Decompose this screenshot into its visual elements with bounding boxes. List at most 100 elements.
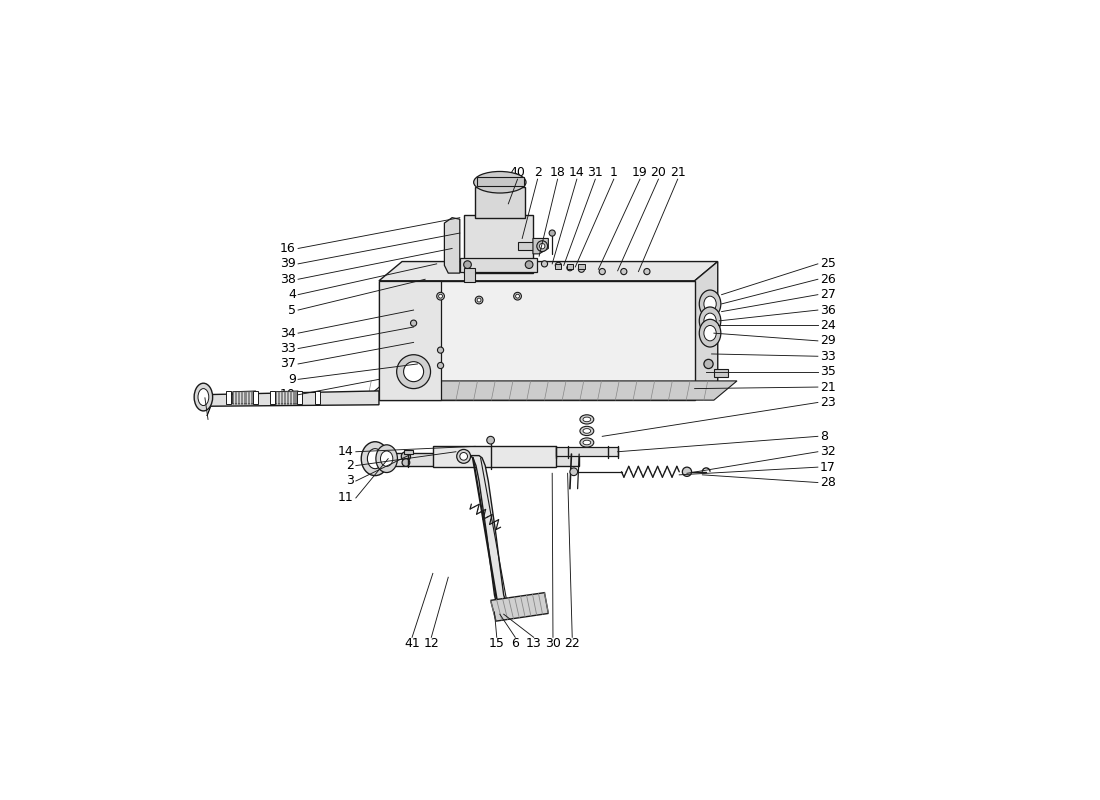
Bar — [579, 264, 584, 270]
Text: 19: 19 — [632, 166, 648, 179]
Ellipse shape — [583, 417, 591, 422]
Text: 32: 32 — [821, 446, 836, 458]
Text: 2: 2 — [345, 459, 353, 472]
Text: 4: 4 — [288, 288, 296, 301]
Circle shape — [541, 261, 548, 267]
Circle shape — [570, 468, 578, 476]
Text: 26: 26 — [821, 273, 836, 286]
Circle shape — [410, 320, 417, 326]
Ellipse shape — [580, 426, 594, 435]
Text: 25: 25 — [821, 258, 836, 270]
Circle shape — [515, 258, 520, 265]
Polygon shape — [695, 262, 717, 400]
Text: 5: 5 — [288, 303, 296, 317]
Text: 15: 15 — [488, 638, 505, 650]
Ellipse shape — [583, 429, 591, 434]
Ellipse shape — [704, 326, 716, 341]
Text: 40: 40 — [509, 166, 526, 179]
Text: 29: 29 — [821, 334, 836, 347]
Circle shape — [514, 292, 521, 300]
Polygon shape — [227, 391, 231, 404]
Circle shape — [549, 230, 556, 236]
Circle shape — [397, 354, 430, 389]
Circle shape — [526, 261, 534, 269]
Text: 1: 1 — [609, 166, 618, 179]
Bar — [714, 370, 728, 377]
Circle shape — [475, 296, 483, 304]
Bar — [460, 258, 537, 271]
Circle shape — [404, 362, 424, 382]
Polygon shape — [534, 238, 548, 254]
Text: 22: 22 — [564, 638, 580, 650]
Polygon shape — [233, 391, 255, 404]
Ellipse shape — [361, 442, 389, 476]
Text: 28: 28 — [821, 476, 836, 489]
Text: 9: 9 — [288, 373, 296, 386]
Text: 7: 7 — [204, 406, 212, 419]
Ellipse shape — [194, 383, 212, 411]
Text: 12: 12 — [424, 638, 439, 650]
Text: 2: 2 — [534, 166, 541, 179]
Ellipse shape — [700, 290, 720, 318]
Circle shape — [477, 298, 481, 302]
Polygon shape — [491, 593, 548, 621]
Text: 39: 39 — [280, 258, 296, 270]
Text: 14: 14 — [338, 446, 353, 458]
Text: 41: 41 — [404, 638, 420, 650]
Bar — [556, 264, 561, 270]
Polygon shape — [378, 281, 440, 400]
Circle shape — [460, 453, 467, 460]
Bar — [464, 269, 475, 282]
Bar — [476, 177, 524, 186]
Bar — [517, 242, 537, 250]
Circle shape — [402, 452, 410, 461]
Circle shape — [682, 467, 692, 476]
Bar — [404, 450, 412, 454]
Circle shape — [486, 436, 495, 444]
Circle shape — [539, 243, 544, 249]
Bar — [475, 187, 526, 218]
Text: 34: 34 — [280, 326, 296, 340]
Text: 20: 20 — [650, 166, 667, 179]
Bar — [433, 446, 557, 467]
Text: 6: 6 — [512, 638, 519, 650]
Ellipse shape — [700, 307, 720, 334]
Polygon shape — [378, 262, 717, 281]
Text: 23: 23 — [821, 396, 836, 409]
Ellipse shape — [704, 313, 716, 329]
Ellipse shape — [580, 438, 594, 447]
Ellipse shape — [704, 296, 716, 311]
Ellipse shape — [474, 171, 526, 193]
Circle shape — [556, 262, 561, 269]
Text: 14: 14 — [569, 166, 585, 179]
Text: 38: 38 — [279, 273, 296, 286]
Polygon shape — [271, 391, 275, 404]
Circle shape — [464, 261, 472, 269]
Text: 3: 3 — [345, 474, 353, 487]
Text: 33: 33 — [280, 342, 296, 355]
Circle shape — [438, 362, 443, 369]
Text: 21: 21 — [821, 381, 836, 394]
Circle shape — [537, 241, 548, 251]
Ellipse shape — [381, 451, 393, 466]
Ellipse shape — [367, 449, 383, 469]
Text: 18: 18 — [550, 166, 565, 179]
Circle shape — [516, 294, 519, 298]
Text: 10: 10 — [279, 388, 296, 402]
Circle shape — [438, 347, 443, 353]
Circle shape — [620, 269, 627, 274]
Circle shape — [600, 269, 605, 274]
Text: 35: 35 — [821, 365, 836, 378]
Bar — [566, 264, 573, 270]
Polygon shape — [363, 381, 737, 400]
Circle shape — [437, 292, 444, 300]
Text: 8: 8 — [821, 430, 828, 443]
Text: 27: 27 — [821, 288, 836, 301]
Circle shape — [403, 458, 410, 466]
Text: 37: 37 — [279, 358, 296, 370]
Polygon shape — [444, 218, 460, 273]
Text: 36: 36 — [821, 303, 836, 317]
Ellipse shape — [580, 414, 594, 424]
Ellipse shape — [198, 389, 209, 406]
Polygon shape — [470, 455, 508, 614]
